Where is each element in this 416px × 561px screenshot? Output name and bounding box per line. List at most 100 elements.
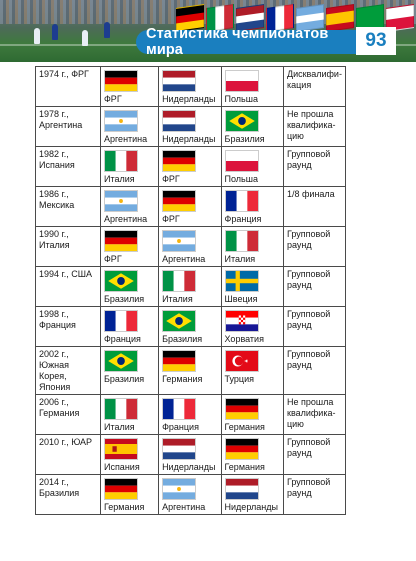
result-cell: Групповой раунд <box>283 306 346 347</box>
country-name: ФРГ <box>103 254 122 264</box>
turkey-flag-icon <box>224 350 259 372</box>
germany-flag-icon <box>162 190 197 212</box>
country-name: Нидерланды <box>162 462 216 472</box>
table-row: 2002 г., Южная Корея, Япония Бразилия Герм… <box>35 346 346 395</box>
tournament-cell: 1986 г., Мексика <box>35 186 101 227</box>
germany-flag-icon <box>162 150 197 172</box>
third-place-cell: Бразилия <box>220 106 285 147</box>
country-name: Германия <box>162 374 203 384</box>
second-place-cell: Аргентина <box>158 226 222 267</box>
country-name: Франция <box>162 422 199 432</box>
argentina-flag-icon <box>162 478 197 500</box>
country-name: Италия <box>162 294 193 304</box>
result-cell: Групповой раунд <box>283 474 346 515</box>
poland-flag-icon <box>224 70 259 92</box>
second-place-cell: Франция <box>158 394 222 435</box>
tournament-cell: 2002 г., Южная Корея, Япония <box>35 346 101 395</box>
country-name: Испания <box>103 462 140 472</box>
country-name: Швеция <box>224 294 258 304</box>
germany-flag-icon <box>162 350 197 372</box>
country-name: Нидерланды <box>162 94 216 104</box>
netherlands-flag-icon <box>162 438 197 460</box>
country-name: Аргентина <box>103 214 148 224</box>
france-flag-icon <box>103 310 138 332</box>
first-place-cell: Италия <box>99 146 160 187</box>
table-row: 1998 г., Франция Франция Бразилия Хорватия Г… <box>35 306 346 347</box>
table-row: 1978 г., Аргентина Аргентина Нидерланды Бра… <box>35 106 346 147</box>
brazil-flag-icon <box>162 310 197 332</box>
tournament-cell: 1994 г., США <box>35 266 101 307</box>
result-cell: 1/8 финала <box>283 186 346 227</box>
result-cell: Групповой раунд <box>283 226 346 267</box>
result-cell: Групповой раунд <box>283 266 346 307</box>
table-row: 1974 г., ФРГ ФРГ Нидерланды Польша Дисквалиф… <box>35 66 346 107</box>
third-place-cell: Италия <box>220 226 285 267</box>
sweden-flag-icon <box>224 270 259 292</box>
country-name: Турция <box>224 374 254 384</box>
third-place-cell: Нидерланды <box>220 474 285 515</box>
second-place-cell: ФРГ <box>158 146 222 187</box>
table-row: 2010 г., ЮАР Испания Нидерланды Германия Гру… <box>35 434 346 475</box>
country-name: Италия <box>224 254 256 264</box>
tournament-cell: 2006 г., Германия <box>35 394 101 435</box>
second-place-cell: Германия <box>158 346 222 395</box>
table-row: 2006 г., Германия Италия Франция Германия Не… <box>35 394 346 435</box>
table-row: 1990 г., Италия ФРГ Аргентина Италия Группов… <box>35 226 346 267</box>
country-name: Франция <box>224 214 262 224</box>
country-name: Италия <box>103 422 135 432</box>
country-name: Италия <box>103 174 135 184</box>
brazil-flag-icon <box>224 110 259 132</box>
germany-flag-icon <box>103 478 138 500</box>
germany-flag-icon <box>224 398 259 420</box>
france-flag-icon <box>162 398 197 420</box>
italy-flag-icon <box>162 270 197 292</box>
result-cell: Групповой раунд <box>283 146 346 187</box>
result-cell: Групповой раунд <box>283 346 346 395</box>
poland-flag-icon <box>224 150 259 172</box>
country-name: Нидерланды <box>224 502 278 512</box>
country-name: Польша <box>224 94 258 104</box>
third-place-cell: Польша <box>220 146 285 187</box>
country-name: Франция <box>103 334 141 344</box>
first-place-cell: Италия <box>99 394 160 435</box>
germany-flag-icon <box>103 70 138 92</box>
tournament-cell: 1974 г., ФРГ <box>35 66 101 107</box>
third-place-cell: Германия <box>220 434 285 475</box>
country-name: Германия <box>224 422 265 432</box>
country-name: Аргентина <box>103 134 148 144</box>
country-name: Германия <box>103 502 145 512</box>
page-number: 93 <box>356 27 396 55</box>
third-place-cell: Хорватия <box>220 306 285 347</box>
table-row: 1986 г., Мексика Аргентина ФРГ Франция 1/8 ф… <box>35 186 346 227</box>
second-place-cell: Нидерланды <box>158 106 222 147</box>
country-name: Аргентина <box>162 254 206 264</box>
argentina-flag-icon <box>103 190 138 212</box>
italy-flag-icon <box>103 398 138 420</box>
first-place-cell: Аргентина <box>99 106 160 147</box>
country-name: Хорватия <box>224 334 264 344</box>
result-cell: Дисквалифи- кация <box>283 66 346 107</box>
second-place-cell: Аргентина <box>158 474 222 515</box>
italy-flag-icon <box>224 230 259 252</box>
brazil-flag-icon <box>103 350 138 372</box>
first-place-cell: Аргентина <box>99 186 160 227</box>
header-banner: Статистика чемпионатов мира <box>0 0 416 62</box>
tournament-cell: 2010 г., ЮАР <box>35 434 101 475</box>
table-row: 2014 г., Бразилия Германия Аргентина Нидерл… <box>35 474 346 515</box>
page-title: Статистика чемпионатов мира <box>136 26 356 58</box>
spain-flag-icon <box>103 438 138 460</box>
netherlands-flag-icon <box>162 70 197 92</box>
argentina-flag-icon <box>103 110 138 132</box>
table-row: 1994 г., США Бразилия Италия Швеция Группово… <box>35 266 346 307</box>
world-cup-stats-table: 1974 г., ФРГ ФРГ Нидерланды Польша Дисквалиф… <box>35 66 346 515</box>
player-figure <box>34 28 40 44</box>
tournament-cell: 1998 г., Франция <box>35 306 101 347</box>
second-place-cell: Бразилия <box>158 306 222 347</box>
france-flag-icon <box>224 190 259 212</box>
country-name: ФРГ <box>103 94 122 104</box>
first-place-cell: Германия <box>99 474 160 515</box>
country-name: ФРГ <box>162 174 180 184</box>
first-place-cell: ФРГ <box>99 66 160 107</box>
second-place-cell: Нидерланды <box>158 66 222 107</box>
netherlands-flag-icon <box>224 478 259 500</box>
